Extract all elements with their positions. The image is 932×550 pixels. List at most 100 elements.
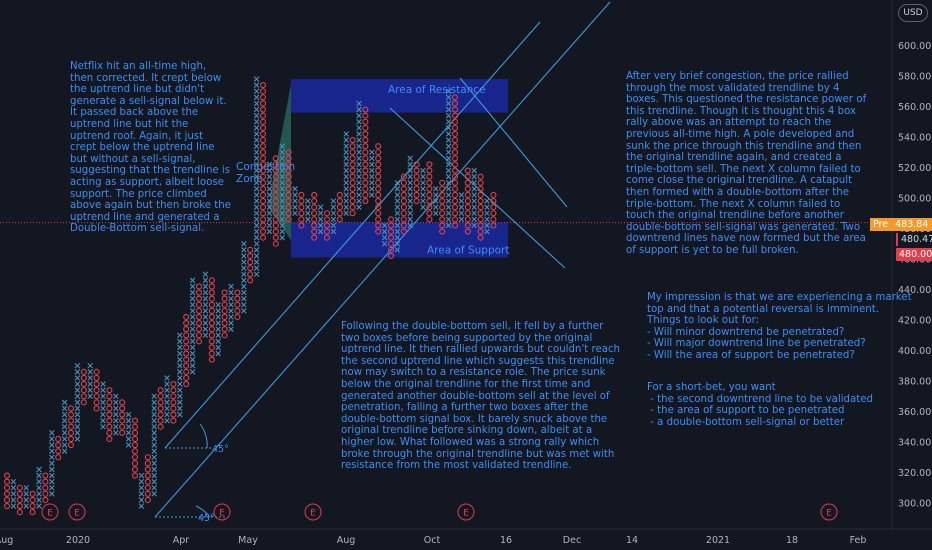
o-box <box>349 143 356 150</box>
x-box <box>61 448 68 454</box>
o-box <box>362 179 369 186</box>
o-column <box>29 490 36 516</box>
o-box <box>221 301 228 308</box>
o-column <box>464 167 471 235</box>
o-box <box>195 289 203 296</box>
x-box <box>330 204 337 210</box>
o-box <box>16 502 23 510</box>
o-box <box>349 155 356 162</box>
x-box <box>253 179 260 186</box>
o-column <box>298 191 305 229</box>
o-box <box>439 210 446 217</box>
o-box <box>234 289 241 296</box>
x-box <box>420 179 426 186</box>
x-box <box>407 192 413 198</box>
x-box <box>61 436 68 442</box>
o-box <box>183 368 190 375</box>
o-box <box>157 399 164 406</box>
y-tick-label: 360.00 <box>898 407 931 418</box>
x-box <box>279 143 285 149</box>
o-box <box>259 204 267 211</box>
o-box <box>477 185 484 192</box>
x-box <box>356 186 362 192</box>
x-box <box>151 448 157 454</box>
original-uptrend-line <box>154 1 611 518</box>
o-box <box>426 204 433 211</box>
o-box <box>272 173 279 180</box>
x-box <box>100 417 106 424</box>
o-box <box>234 301 241 308</box>
o-box <box>336 210 343 217</box>
x-box <box>164 381 170 387</box>
x-box <box>356 100 362 107</box>
o-box <box>183 350 190 357</box>
o-box <box>285 216 292 223</box>
o-column <box>93 368 100 412</box>
x-box <box>113 411 119 418</box>
x-box <box>74 417 81 424</box>
x-box <box>394 216 401 223</box>
o-box <box>272 161 279 168</box>
o-box <box>259 118 267 125</box>
x-box <box>113 393 119 400</box>
x-column <box>100 381 106 430</box>
x-box <box>369 155 375 162</box>
x-box <box>177 399 183 406</box>
o-box <box>67 423 75 430</box>
currency-button[interactable]: USD <box>898 4 928 22</box>
o-box <box>349 137 356 144</box>
x-box <box>87 387 93 393</box>
x-box <box>253 228 260 235</box>
x-box <box>445 222 452 229</box>
o-box <box>208 319 215 327</box>
o-box <box>477 173 484 180</box>
x-column <box>266 161 273 235</box>
x-box <box>49 460 55 467</box>
o-box <box>247 271 254 278</box>
x-column <box>10 478 17 509</box>
x-box <box>177 393 183 400</box>
o-box <box>426 173 433 180</box>
x-box <box>433 186 439 192</box>
o-box <box>42 484 49 491</box>
x-box <box>228 301 234 308</box>
x-box <box>189 314 196 320</box>
o-column <box>106 387 113 443</box>
o-box <box>375 198 382 205</box>
o-box <box>131 417 139 424</box>
x-box <box>433 204 439 210</box>
x-box <box>87 393 93 400</box>
o-box <box>426 185 433 192</box>
x-box <box>125 442 132 448</box>
x-box <box>74 436 81 442</box>
x-box <box>445 94 452 101</box>
o-box <box>131 472 139 479</box>
o-box <box>170 405 177 412</box>
x-box <box>266 198 273 204</box>
x-box <box>253 240 260 247</box>
x-box <box>394 234 401 241</box>
o-box <box>362 167 369 174</box>
x-tick-label: 2021 <box>706 535 730 546</box>
x-column <box>151 393 157 497</box>
x-box <box>407 222 413 229</box>
x-box <box>356 192 362 198</box>
x-box <box>381 222 388 229</box>
x-column <box>36 466 42 509</box>
o-box <box>298 222 305 229</box>
o-box <box>272 222 279 229</box>
o-box <box>400 204 407 211</box>
o-box <box>451 130 459 137</box>
x-box <box>356 179 362 186</box>
x-box <box>343 167 349 174</box>
o-box <box>93 380 100 388</box>
o-box <box>439 216 446 223</box>
y-tick-label: 500.00 <box>898 194 931 205</box>
x-box <box>74 393 81 400</box>
x-box <box>164 405 170 412</box>
o-box <box>413 173 420 180</box>
x-box <box>241 271 247 278</box>
x-box <box>189 283 196 290</box>
o-box <box>426 179 433 186</box>
o-box <box>80 374 87 382</box>
